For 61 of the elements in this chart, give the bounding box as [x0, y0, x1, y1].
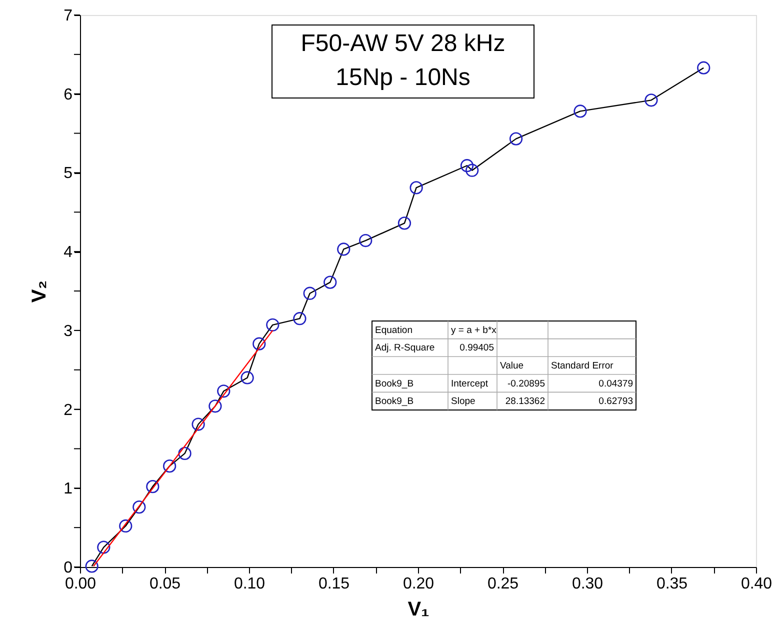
point [359, 234, 372, 248]
x-tick-label: 0.35 [656, 576, 688, 592]
point [644, 94, 658, 107]
point [303, 286, 316, 300]
x-tick-label: 0.10 [234, 576, 266, 592]
x-tick-label: 0.30 [572, 576, 604, 592]
annotation: -0.20895 [507, 378, 545, 390]
y-tick-label: 7 [64, 8, 73, 24]
y-axis-title: V₂ [28, 280, 51, 303]
annotation: Intercept [451, 378, 488, 390]
annotation: Equation [375, 324, 413, 336]
point [337, 242, 350, 256]
point [410, 181, 423, 194]
point [163, 460, 176, 473]
x-axis-title: V₁ [408, 598, 430, 620]
y-tick-label: 2 [64, 402, 73, 419]
point [266, 318, 280, 332]
annotation: y = a + b*x [451, 324, 497, 336]
x-tick-label: 0.20 [402, 576, 434, 592]
point [208, 400, 222, 413]
y-tick-label: 3 [64, 322, 73, 340]
point [574, 104, 587, 118]
point [460, 159, 474, 172]
annotation: Book9_B [375, 378, 414, 390]
point [178, 446, 192, 460]
point [97, 540, 110, 554]
annotation: 0.04379 [598, 378, 633, 390]
point [697, 61, 710, 74]
point [398, 216, 412, 230]
annotation: Slope [451, 396, 476, 408]
y-tick-label: 6 [64, 86, 73, 104]
x-tick-label: 0.40 [740, 576, 772, 592]
point [466, 164, 479, 177]
point [240, 371, 254, 384]
y-tick-label: 4 [64, 244, 73, 262]
point [217, 384, 230, 398]
point [252, 337, 266, 350]
annotation: Adj. R-Square [375, 342, 435, 354]
annotation: 0.99405 [460, 342, 494, 354]
text: 15Np - 10Ns [336, 64, 470, 91]
point [85, 560, 98, 573]
x-tick-label: 0.15 [318, 576, 350, 592]
y-tick-label: 0 [64, 560, 73, 576]
point [293, 312, 306, 326]
point [509, 132, 523, 146]
point [119, 519, 132, 533]
point [192, 418, 205, 431]
point [132, 500, 146, 514]
y-tick-label: 5 [64, 165, 73, 182]
x-tick-label: 0.25 [487, 576, 519, 592]
annotation: Standard Error [551, 360, 614, 372]
y-tick-label: 1 [64, 480, 73, 498]
x-tick-label: 0.00 [64, 576, 96, 592]
annotation: Book9_B [375, 396, 414, 408]
point [324, 276, 337, 289]
annotation: 28.13362 [505, 396, 545, 408]
x-tick-label: 0.05 [149, 576, 181, 592]
annotation: 0.62793 [598, 396, 633, 408]
annotation: Value [500, 360, 524, 372]
text: F50-AW 5V 28 kHz [300, 30, 506, 57]
point [146, 480, 160, 494]
